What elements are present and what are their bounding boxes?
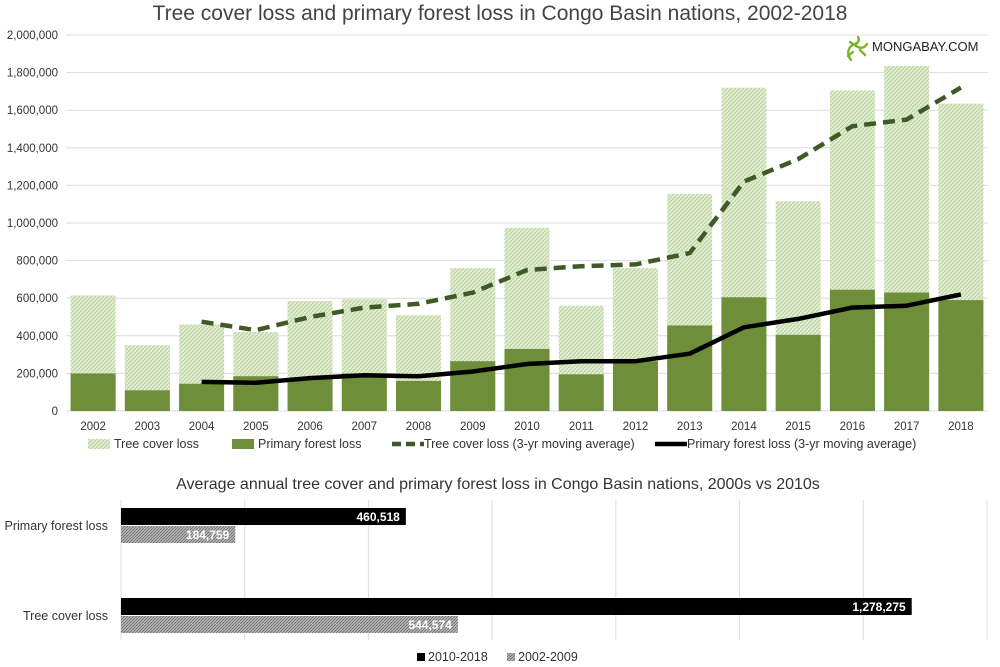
legend-primary-forest-average: Primary forest loss (3-yr moving average… xyxy=(655,437,916,451)
x-tick-label: 2018 xyxy=(948,421,974,433)
x-tick-label: 2009 xyxy=(460,421,486,433)
y-tick-label: 0 xyxy=(52,406,58,418)
x-tick-label: 2005 xyxy=(243,421,269,433)
x-tick-label: 2013 xyxy=(677,421,703,433)
primary-forest-bar xyxy=(938,300,984,411)
legend-swatch xyxy=(232,439,254,449)
y-tick-label: 2,000,000 xyxy=(7,30,58,42)
bar-2002-2009 xyxy=(121,526,236,543)
x-tick-label: 2012 xyxy=(623,421,649,433)
x-tick-label: 2017 xyxy=(894,421,920,433)
primary-forest-bar xyxy=(70,373,116,411)
x-tick-label: 2008 xyxy=(406,421,432,433)
bar-2002-2009 xyxy=(121,616,458,633)
y-tick-label: 1,400,000 xyxy=(7,143,58,155)
primary-forest-bar xyxy=(396,380,442,411)
legend-label: Tree cover loss xyxy=(114,437,199,451)
summary-chart: Primary forest loss 460,518 184,759 Tree co… xyxy=(5,500,988,640)
x-tick-label: 2002 xyxy=(80,421,106,433)
y-tick-label: 600,000 xyxy=(16,293,58,305)
y-tick-label: 1,800,000 xyxy=(7,68,58,80)
legend-label: 2010-2018 xyxy=(428,650,488,664)
primary-forest-bar xyxy=(721,297,767,411)
data-label: 1,278,275 xyxy=(852,600,906,614)
legend-label: Tree cover loss (3-yr moving average) xyxy=(424,437,635,451)
chart-title: Tree cover loss and primary forest loss … xyxy=(153,2,848,25)
y-tick-label: 1,200,000 xyxy=(7,180,58,192)
legend-primary-forest: Primary forest loss xyxy=(232,437,362,451)
primary-forest-bar xyxy=(612,361,658,411)
brand-name: MONGABAY.COM xyxy=(872,39,978,54)
summary-category-label: Primary forest loss xyxy=(5,519,109,533)
legend-label: Primary forest loss xyxy=(258,437,362,451)
x-tick-label: 2011 xyxy=(569,421,594,433)
data-label: 544,574 xyxy=(408,618,452,632)
data-label: 184,759 xyxy=(186,528,230,542)
summary-chart-title: Average annual tree cover and primary fo… xyxy=(176,476,820,493)
primary-forest-bar xyxy=(287,379,333,411)
bar-2010-2018 xyxy=(121,508,406,525)
tree-cover-moving-average-line xyxy=(201,85,963,333)
primary-forest-bar xyxy=(884,292,930,411)
primary-forest-bar xyxy=(341,373,387,411)
x-tick-label: 2015 xyxy=(785,421,811,433)
legend-swatch xyxy=(417,653,425,661)
x-tick-label: 2006 xyxy=(297,421,323,433)
x-tick-label: 2004 xyxy=(189,421,215,433)
main-legend: Tree cover loss Primary forest loss Tree c… xyxy=(88,437,916,451)
legend-swatch xyxy=(507,653,515,661)
bar-2010-2018 xyxy=(121,598,912,615)
main-chart: 0 200,000 400,000 600,000 800,000 1,000,000 1,… xyxy=(7,30,988,433)
brand-logo: MONGABAY.COM xyxy=(846,35,978,62)
legend-swatch xyxy=(88,439,110,449)
primary-forest-bar xyxy=(775,334,821,411)
y-tick-label: 1,000,000 xyxy=(7,218,58,230)
data-label: 460,518 xyxy=(356,510,400,524)
summary-category-label: Tree cover loss xyxy=(23,609,108,623)
legend-2002-2009: 2002-2009 xyxy=(507,650,578,664)
primary-forest-bar xyxy=(558,374,604,411)
y-tick-label: 200,000 xyxy=(16,368,58,380)
legend-label: 2002-2009 xyxy=(518,650,578,664)
legend-label: Primary forest loss (3-yr moving average… xyxy=(687,437,916,451)
legend-2010-2018: 2010-2018 xyxy=(417,650,488,664)
summary-legend: 2010-2018 2002-2009 xyxy=(417,650,578,664)
x-tick-label: 2016 xyxy=(840,421,866,433)
y-tick-label: 1,600,000 xyxy=(7,105,58,117)
primary-forest-bar xyxy=(179,383,225,411)
x-tick-label: 2003 xyxy=(135,421,161,433)
legend-tree-cover: Tree cover loss xyxy=(88,437,199,451)
primary-forest-bar xyxy=(504,348,550,411)
x-tick-label: 2014 xyxy=(731,421,757,433)
x-tick-label: 2010 xyxy=(514,421,540,433)
primary-forest-moving-average-line xyxy=(201,292,962,386)
primary-forest-bar xyxy=(124,390,170,411)
legend-tree-cover-average: Tree cover loss (3-yr moving average) xyxy=(392,437,635,451)
y-tick-label: 400,000 xyxy=(16,331,58,343)
y-tick-label: 800,000 xyxy=(16,256,58,268)
primary-forest-bar xyxy=(667,325,713,411)
x-tick-label: 2007 xyxy=(351,421,377,433)
gecko-icon xyxy=(846,35,869,62)
